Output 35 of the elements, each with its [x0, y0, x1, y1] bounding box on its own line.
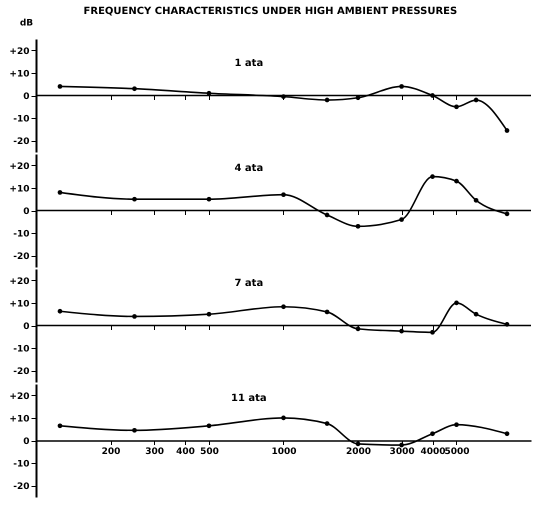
- x-tick-label: 3000: [390, 447, 415, 457]
- x-tick-label: 200: [102, 447, 120, 457]
- y-tick-label: +20: [9, 46, 30, 57]
- y-tick-label: 0: [23, 207, 30, 217]
- annotation: 11 ata: [231, 393, 267, 404]
- chart-title: FREQUENCY CHARACTERISTICS UNDER HIGH AMBIENT PRESSURES: [84, 6, 458, 17]
- y-tick-label: +10: [9, 299, 30, 310]
- y-tick-label: +10: [9, 69, 30, 80]
- y-axis-title: dB: [20, 18, 34, 28]
- y-tick-label: +10: [9, 184, 30, 194]
- y-tick-label: 0: [23, 92, 30, 102]
- annotation: 1 ata: [234, 58, 264, 69]
- x-tick-label: 4000: [420, 447, 446, 457]
- y-tick-label: -10: [13, 344, 30, 355]
- x-tick-label: 5000: [444, 447, 470, 457]
- y-tick-label: 0: [23, 322, 30, 332]
- y-tick-label: +20: [9, 392, 30, 402]
- annotation: 4 ata: [234, 163, 264, 174]
- y-tick-label: 0: [23, 437, 30, 447]
- y-tick-label: -20: [13, 482, 30, 492]
- y-tick-label: -10: [13, 230, 30, 240]
- y-tick-label: -10: [13, 460, 30, 470]
- y-tick-label: -20: [13, 137, 30, 148]
- x-tick-label: 400: [176, 447, 195, 457]
- y-tick-label: +20: [9, 162, 30, 172]
- y-tick-label: -20: [13, 367, 30, 378]
- y-tick-label: +10: [9, 414, 30, 424]
- y-tick-label: -10: [13, 114, 30, 125]
- y-tick-label: +20: [9, 276, 30, 287]
- annotation: 7 ata: [234, 278, 264, 289]
- x-tick-label: 500: [200, 447, 219, 457]
- y-tick-label: -20: [13, 252, 30, 262]
- x-tick-label: 1000: [271, 447, 297, 457]
- x-tick-label: 300: [145, 447, 164, 457]
- x-tick-label: 2000: [346, 447, 372, 457]
